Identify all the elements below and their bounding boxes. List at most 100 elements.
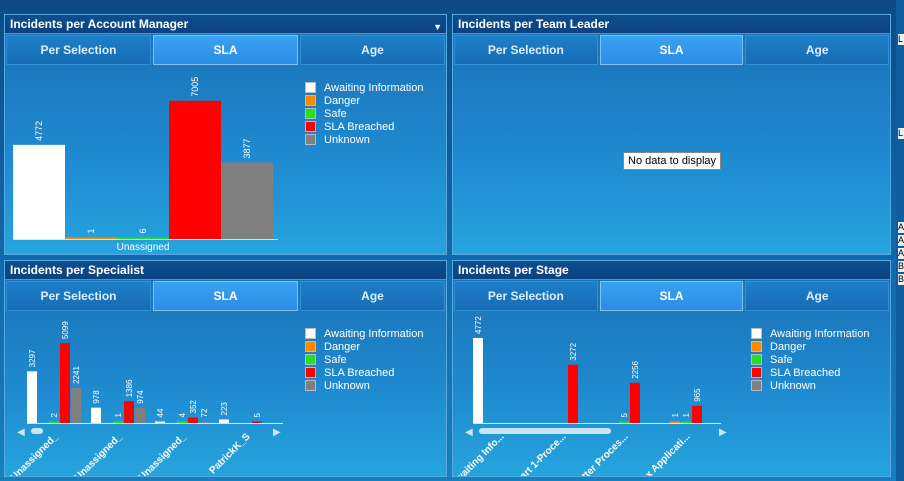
panel-title-text: Incidents per Account Manager <box>10 17 189 31</box>
legend-swatch <box>305 341 316 352</box>
data-label: 3297 <box>28 349 37 367</box>
category-label: Part 1-Proce... <box>513 431 568 477</box>
bar[interactable] <box>155 421 165 424</box>
bar[interactable] <box>13 144 65 239</box>
legend-swatch <box>305 108 316 119</box>
bar[interactable] <box>568 364 578 423</box>
legend-swatch <box>305 367 316 378</box>
bar[interactable] <box>91 407 101 423</box>
dropdown-icon[interactable]: ▼ <box>433 22 442 32</box>
bar[interactable] <box>692 405 702 423</box>
legend-label: SLA Breached <box>324 366 395 379</box>
data-label: 1 <box>86 228 96 233</box>
legend: Awaiting Information Danger Safe SLA Breach… <box>305 327 423 392</box>
bar[interactable] <box>630 382 640 423</box>
legend-label: Awaiting Information <box>324 81 424 94</box>
panel-title: Incidents per Stage <box>453 261 890 280</box>
tab-age[interactable]: Age <box>300 281 445 311</box>
legend-item: SLA Breached <box>305 120 423 133</box>
bar[interactable] <box>124 401 134 423</box>
legend-swatch <box>751 328 762 339</box>
category-label: Unassigned_ <box>137 431 189 477</box>
strip-label: A <box>898 248 904 259</box>
scrollbar-thumb[interactable] <box>479 428 611 434</box>
bar[interactable] <box>60 343 70 423</box>
tab-age[interactable]: Age <box>745 35 890 65</box>
bar[interactable] <box>252 421 262 424</box>
tab-age[interactable]: Age <box>300 35 445 65</box>
legend-label: Unknown <box>324 379 370 392</box>
legend-label: Danger <box>770 340 807 353</box>
tab-bar: Per Selection SLA Age <box>454 35 890 65</box>
tab-per-selection[interactable]: Per Selection <box>6 281 151 311</box>
data-label: 4772 <box>474 316 483 334</box>
bar[interactable] <box>27 371 37 423</box>
tab-sla[interactable]: SLA <box>599 35 744 65</box>
legend-swatch <box>751 341 762 352</box>
bar[interactable] <box>71 387 81 423</box>
bar[interactable] <box>681 421 691 424</box>
panel-title-text: Incidents per Team Leader <box>458 17 610 31</box>
legend-swatch <box>751 367 762 378</box>
scroll-left-icon[interactable]: ◀ <box>17 427 25 438</box>
legend-item: Awaiting Information <box>305 81 423 94</box>
tab-per-selection[interactable]: Per Selection <box>454 281 598 311</box>
tab-sla[interactable]: SLA <box>153 281 298 311</box>
bar[interactable] <box>177 421 187 424</box>
tab-bar: Per Selection SLA Age <box>454 281 890 311</box>
legend-label: Unknown <box>770 379 816 392</box>
panel-title: Incidents per Team Leader <box>453 15 890 34</box>
stage-panel: Incidents per Stage Per Selection SLA Ag… <box>452 260 891 477</box>
legend-item: Unknown <box>305 133 423 146</box>
strip-label: A <box>898 235 904 246</box>
bar[interactable] <box>113 421 123 424</box>
specialist-chart: 3297 2 5099 2241 Unassigned_ 978 1 1386 974 Unass… <box>9 321 283 477</box>
team-leader-panel: Incidents per Team Leader Per Selection … <box>452 14 891 255</box>
tab-age[interactable]: Age <box>745 281 890 311</box>
legend: Awaiting Information Danger Safe SLA Breach… <box>305 81 423 146</box>
data-label: 352 <box>189 400 198 414</box>
no-data-message: No data to display <box>623 152 722 170</box>
legend-swatch <box>305 121 316 132</box>
legend-swatch <box>751 380 762 391</box>
data-label: 72 <box>200 408 209 417</box>
legend-item: Unknown <box>751 379 869 392</box>
strip-label: A <box>898 222 904 233</box>
bar[interactable] <box>188 417 198 423</box>
data-label: 5 <box>253 413 262 418</box>
legend-label: Danger <box>324 94 361 107</box>
bar[interactable] <box>221 162 273 239</box>
legend-label: Safe <box>324 107 347 120</box>
bar[interactable] <box>65 237 117 240</box>
legend-label: Safe <box>770 353 793 366</box>
bar[interactable] <box>473 337 483 423</box>
legend-swatch <box>305 354 316 365</box>
bar[interactable] <box>169 100 221 239</box>
data-label: 2256 <box>631 360 640 378</box>
legend-label: SLA Breached <box>770 366 841 379</box>
bar[interactable] <box>670 421 680 424</box>
bar[interactable] <box>199 421 209 424</box>
legend-swatch <box>305 134 316 145</box>
legend-label: Unknown <box>324 133 370 146</box>
scroll-left-icon[interactable]: ◀ <box>465 427 473 438</box>
scrollbar-thumb[interactable] <box>31 428 43 434</box>
tab-per-selection[interactable]: Per Selection <box>6 35 151 65</box>
data-label: 4772 <box>34 121 44 141</box>
scroll-right-icon[interactable]: ▶ <box>273 427 281 438</box>
category-label: Tax Applicati... <box>636 431 693 477</box>
bar[interactable] <box>117 237 169 240</box>
bar[interactable] <box>49 421 59 424</box>
bar[interactable] <box>135 407 145 423</box>
legend-item: Safe <box>305 107 423 120</box>
legend-swatch <box>305 82 316 93</box>
tab-per-selection[interactable]: Per Selection <box>454 35 598 65</box>
scroll-right-icon[interactable]: ▶ <box>719 427 727 438</box>
tab-bar: Per Selection SLA Age <box>6 35 445 65</box>
data-label: 6 <box>138 228 148 233</box>
legend-label: Awaiting Information <box>324 327 424 340</box>
bar[interactable] <box>619 421 629 424</box>
bar[interactable] <box>219 419 229 423</box>
tab-sla[interactable]: SLA <box>153 35 298 65</box>
tab-sla[interactable]: SLA <box>599 281 744 311</box>
